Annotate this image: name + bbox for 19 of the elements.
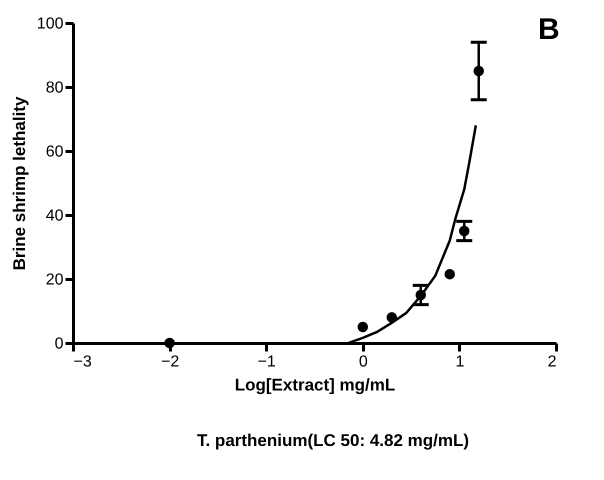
y-tick-label: 40 [46,208,64,224]
x-tick-label: 2 [548,354,557,370]
x-tick-label: 1 [455,354,464,370]
x-tick-label: −1 [258,354,276,370]
x-tick-label: −3 [74,354,92,370]
y-tick-label: 0 [54,336,64,352]
point [444,268,455,280]
y-tick-label: 80 [46,80,64,96]
x-tick-label: 0 [358,354,368,370]
x-tick-label: −2 [160,354,180,370]
point [164,338,175,348]
point [358,322,368,332]
y-tick-label: 20 [46,272,64,288]
y-axis-title: Brine shrimp lethality [10,96,29,270]
y-tick-label: 60 [46,144,64,160]
annotation: B [538,13,560,46]
text: T. parthenium(LC 50: 4.82 mg/mL) [196,431,470,450]
y-tick-label: 100 [36,16,64,32]
x-axis-title: Log[Extract] mg/mL [234,376,396,394]
